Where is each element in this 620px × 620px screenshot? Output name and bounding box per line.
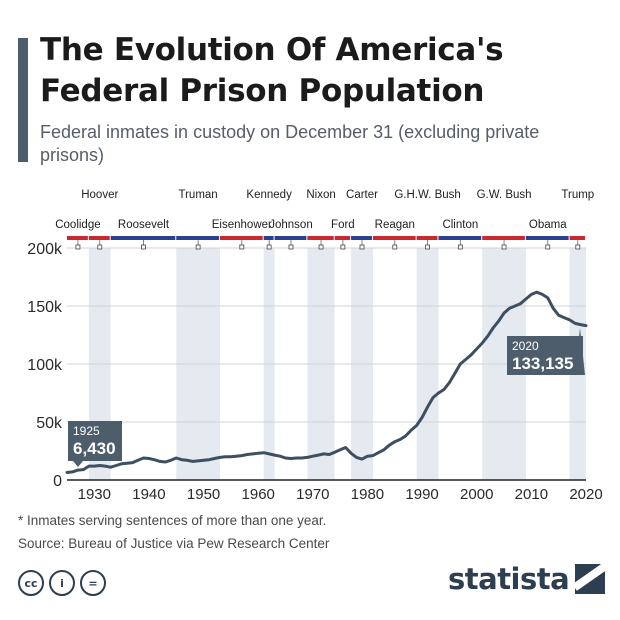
statista-logo-icon	[575, 564, 606, 594]
president-term-marker	[575, 244, 581, 250]
x-tick-label: 2000	[460, 486, 493, 503]
president-term-bar	[569, 236, 585, 240]
president-term-marker	[195, 244, 201, 250]
x-axis-labels: 1930 1940 1950 1960 1970 1980 1990 2000 2010 2020	[78, 486, 603, 503]
y-tick-label: 100k	[27, 357, 63, 374]
president-term-marker	[340, 244, 346, 250]
president-term-bar	[372, 236, 416, 240]
president-term-bar	[307, 236, 334, 240]
president-term-bar	[274, 236, 307, 240]
president-term-marker	[359, 244, 365, 250]
president-label: Truman	[179, 189, 218, 201]
x-tick-label: 1980	[351, 486, 384, 503]
president-term-bar	[176, 236, 219, 240]
callout-year: 2020	[512, 339, 539, 353]
chart-subtitle: Federal inmates in custody on December 3…	[40, 122, 540, 165]
president-term-bar	[88, 236, 110, 240]
president-term-bar	[334, 236, 351, 240]
president-label: Kennedy	[246, 189, 292, 201]
president-term-marker	[288, 244, 294, 250]
source-note: Source: Bureau of Justice via Pew Resear…	[18, 536, 330, 551]
president-label: Johnson	[269, 219, 312, 231]
y-axis-labels: 0 50k 100k 150k 200k	[27, 241, 63, 490]
president-label: Eisenhower	[212, 219, 272, 231]
president-label: Obama	[529, 219, 567, 231]
president-label: G.W. Bush	[477, 189, 532, 201]
president-term-marker	[97, 244, 103, 250]
x-tick-label: 1960	[242, 486, 275, 503]
footnote: * Inmates serving sentences of more than…	[18, 513, 327, 528]
president-label: Trump	[561, 189, 594, 201]
president-term-marker	[545, 244, 551, 250]
x-tick-label: 1930	[78, 486, 111, 503]
president-term-bar	[110, 236, 176, 240]
x-tick-label: 1950	[187, 486, 220, 503]
president-term-bar	[351, 236, 372, 240]
president-label: Carter	[346, 189, 378, 201]
president-term-marker	[318, 244, 324, 250]
president-label: Nixon	[306, 189, 335, 201]
x-tick-label: 2010	[515, 486, 548, 503]
person-icon[interactable]: i	[49, 570, 75, 596]
presidents-timeline: Coolidge Hoover Roosevelt Truman Eisenhower K…	[55, 189, 594, 250]
president-term-marker	[425, 244, 430, 250]
president-label: Roosevelt	[118, 219, 170, 231]
president-term-bar	[525, 236, 569, 240]
president-label: G.H.W. Bush	[394, 189, 460, 201]
president-label: Clinton	[442, 219, 478, 231]
president-label: Reagan	[375, 219, 415, 231]
president-term-marker	[75, 244, 81, 250]
prison-population-line	[65, 290, 588, 474]
president-term-bar	[219, 236, 263, 240]
x-tick-label: 1990	[405, 486, 438, 503]
president-term-bar	[263, 236, 274, 240]
y-tick-label: 150k	[27, 299, 63, 316]
president-label: Coolidge	[55, 219, 100, 231]
president-term-bar	[67, 236, 88, 240]
title-accent-bar	[18, 38, 28, 162]
y-tick-label: 200k	[27, 241, 63, 258]
president-term-bar	[438, 236, 482, 240]
y-tick-label: 50k	[36, 415, 63, 432]
x-tick-label: 2020	[569, 486, 602, 503]
equals-icon[interactable]: =	[80, 570, 106, 596]
president-term-marker	[457, 244, 463, 250]
president-term-marker	[501, 244, 507, 250]
license-icons: cc i =	[18, 570, 106, 596]
president-term-marker	[266, 244, 272, 250]
cc-icon[interactable]: cc	[18, 570, 44, 596]
president-term-bar	[482, 236, 525, 240]
president-term-marker	[392, 244, 398, 250]
president-label: Hoover	[81, 189, 118, 201]
callout-value: 6,430	[73, 439, 116, 458]
gridlines	[67, 247, 586, 481]
callout-value: 133,135	[512, 354, 573, 373]
series-layer	[65, 290, 588, 474]
y-tick-label: 0	[53, 473, 62, 490]
president-term-marker	[141, 244, 146, 250]
x-tick-label: 1970	[296, 486, 329, 503]
callout-year: 1925	[73, 424, 100, 438]
president-term-bar	[416, 236, 438, 240]
x-tick-label: 1940	[132, 486, 165, 503]
statista-logo[interactable]: statista	[448, 562, 606, 596]
chart-title: The Evolution Of America's Federal Priso…	[40, 32, 504, 109]
statista-wordmark: statista	[448, 562, 570, 596]
prison-population-chart: 0 50k 100k 150k 200k 1930 1940 1950 1960 1970 198…	[27, 189, 603, 503]
president-label: Ford	[331, 219, 355, 231]
president-term-marker	[239, 244, 245, 250]
